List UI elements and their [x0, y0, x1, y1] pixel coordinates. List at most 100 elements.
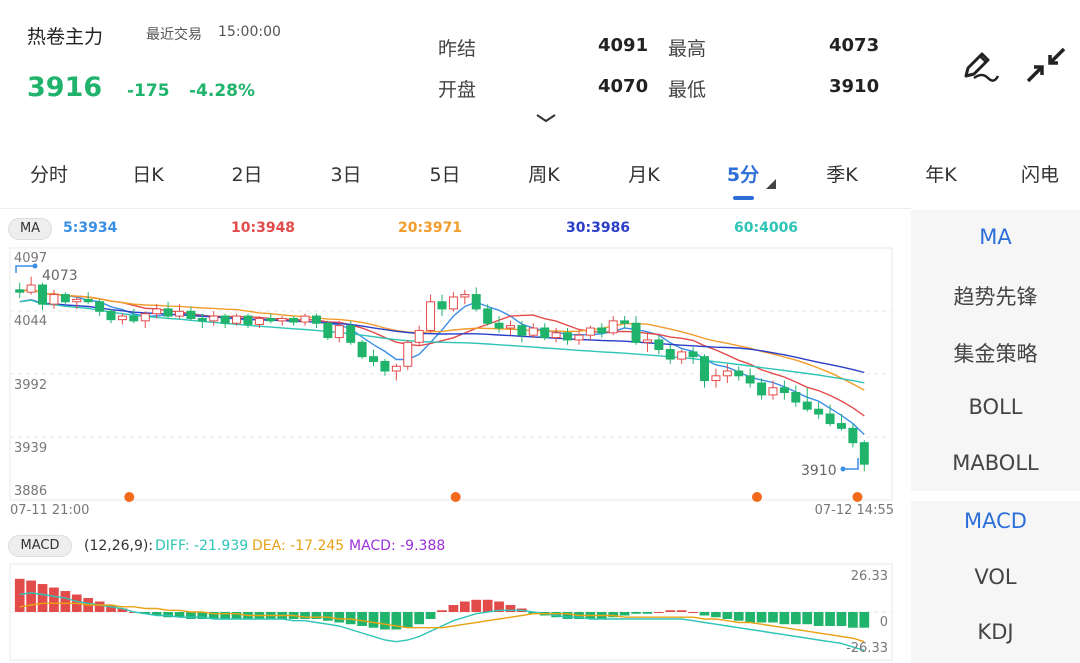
candle: [312, 314, 320, 328]
candle: [609, 316, 617, 335]
chevron-down-icon[interactable]: [535, 112, 557, 124]
macd-chart[interactable]: 26.33 0 -26.33: [0, 562, 911, 663]
macd-bar: [859, 612, 869, 628]
recent-trade-label: 最近交易: [146, 24, 202, 44]
tab-quarter-k[interactable]: 季K: [826, 160, 857, 187]
side-item-maboll[interactable]: MABOLL: [911, 451, 1080, 475]
high-value: 4073: [829, 35, 879, 56]
macd-indicator-pill[interactable]: MACD: [8, 535, 72, 557]
candle: [96, 299, 104, 316]
low-value: 3910: [829, 76, 879, 97]
candle: [27, 277, 35, 295]
macd-bar: [722, 612, 732, 619]
side-item-strategy[interactable]: 集金策略: [911, 338, 1080, 368]
macd-bar: [414, 612, 424, 624]
candle: [141, 311, 149, 328]
tab-day-k[interactable]: 日K: [132, 160, 163, 187]
ma-indicator-pill[interactable]: MA: [8, 218, 52, 240]
candle: [221, 314, 229, 328]
tab-flash[interactable]: 闪电: [1021, 160, 1059, 187]
side-item-trend[interactable]: 趋势先锋: [911, 281, 1080, 311]
prev-settle-label: 昨结: [438, 34, 476, 61]
macd-bar: [677, 610, 687, 612]
candle: [643, 333, 651, 352]
side-item-vol[interactable]: VOL: [911, 565, 1080, 589]
tab-fenshi[interactable]: 分时: [30, 160, 68, 187]
y-tick-4044: 4044: [14, 314, 47, 329]
macd-bar: [483, 600, 493, 612]
macd-bar: [471, 600, 481, 612]
tab-3day[interactable]: 3日: [330, 160, 361, 187]
side-item-boll[interactable]: BOLL: [911, 395, 1080, 419]
candle: [278, 316, 286, 326]
side-item-ma[interactable]: MA: [911, 225, 1080, 249]
signal-dot[interactable]: [852, 492, 862, 502]
macd-bar: [437, 610, 447, 612]
candle: [541, 323, 549, 340]
candle: [50, 290, 58, 309]
candle: [746, 369, 754, 388]
macd-bar: [688, 612, 698, 613]
macd-diff-value: DIFF: -21.939: [155, 538, 248, 554]
macd-bar: [15, 579, 25, 612]
candle: [290, 316, 298, 326]
macd-y-zero: 0: [880, 615, 888, 630]
macd-bar: [26, 581, 36, 612]
tab-month-k[interactable]: 月K: [628, 160, 659, 187]
macd-bar: [780, 612, 790, 624]
indicator-side-panel: MA 趋势先锋 集金策略 BOLL MABOLL MACD VOL KDJ: [911, 210, 1080, 663]
macd-bar: [334, 612, 344, 622]
macd-bar: [61, 591, 71, 612]
candle: [701, 354, 709, 387]
macd-bar: [837, 612, 847, 626]
candle: [84, 292, 92, 304]
macd-dea-value: DEA: -17.245: [252, 538, 344, 554]
candle: [655, 335, 663, 354]
candle: [392, 364, 400, 381]
macd-macd-value: MACD: -9.388: [349, 538, 445, 554]
kline-chart[interactable]: 4097 4044 3992 3939 3886 4073 3910 07-11…: [0, 240, 911, 520]
macd-bar: [643, 612, 653, 614]
macd-params: (12,26,9):: [84, 538, 153, 554]
macd-y-bottom: -26.33: [846, 641, 888, 656]
side-item-macd[interactable]: MACD: [911, 509, 1080, 533]
signal-dot[interactable]: [451, 492, 461, 502]
y-tick-3886: 3886: [14, 484, 47, 499]
pen-draw-icon[interactable]: [960, 46, 1000, 84]
macd-bar: [449, 605, 459, 612]
price-change-pct: -4.28%: [189, 81, 255, 101]
macd-bar: [38, 584, 48, 612]
candle: [506, 321, 514, 335]
tab-year-k[interactable]: 年K: [925, 160, 956, 187]
tab-5day[interactable]: 5日: [429, 160, 460, 187]
candle: [449, 292, 457, 311]
prev-settle-value: 4091: [598, 35, 648, 56]
candle: [461, 290, 469, 304]
macd-bar: [711, 612, 721, 617]
side-item-kdj[interactable]: KDJ: [911, 620, 1080, 644]
collapse-arrows-icon[interactable]: [1025, 46, 1067, 84]
quote-header: 热卷主力 最近交易 15:00:00 3916 -175 -4.28% 昨结 4…: [0, 0, 1080, 140]
candle: [427, 295, 435, 333]
macd-bar: [745, 612, 755, 622]
macd-bar: [323, 612, 333, 621]
tab-2day[interactable]: 2日: [231, 160, 262, 187]
candle: [689, 347, 697, 364]
macd-bar: [346, 612, 356, 624]
candle: [164, 302, 172, 319]
tab-week-k[interactable]: 周K: [528, 160, 559, 187]
dea-line: [20, 603, 865, 641]
contract-name[interactable]: 热卷主力: [27, 22, 103, 49]
ma60-value: 60:4006: [734, 220, 798, 236]
signal-dot[interactable]: [752, 492, 762, 502]
macd-bar: [403, 612, 413, 628]
candle: [598, 323, 606, 337]
macd-bar: [848, 612, 858, 628]
macd-bar: [825, 612, 835, 626]
ma20-value: 20:3971: [398, 220, 462, 236]
tab-5min[interactable]: 5分: [727, 160, 759, 187]
signal-dot[interactable]: [124, 492, 134, 502]
dropdown-triangle-icon[interactable]: [766, 179, 776, 189]
ma5-value: 5:3934: [63, 220, 117, 236]
candle: [586, 326, 594, 340]
